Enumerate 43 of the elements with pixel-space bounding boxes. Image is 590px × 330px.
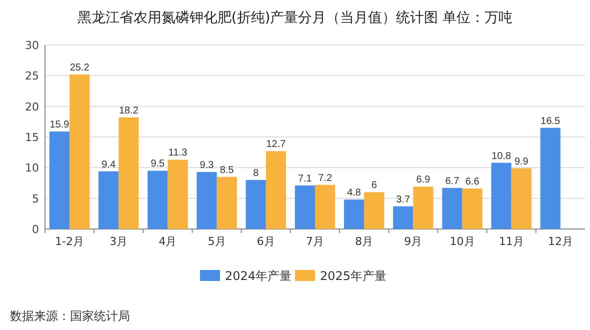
source-note: 数据来源：国家统计局 [10,309,130,323]
x-tick-label: 11月 [498,235,524,248]
x-tick-label: 12月 [548,235,573,248]
data-label: 4.8 [347,188,362,199]
data-label: 15.9 [50,119,70,130]
y-tick-label: 5 [32,192,39,206]
y-tick-label: 30 [25,39,39,52]
legend-label: 2025年产量 [320,269,387,283]
data-label: 18.2 [118,105,139,116]
data-label: 9.4 [102,159,116,170]
data-label: 6.6 [465,176,480,188]
x-tick-label: 6月 [256,235,275,248]
data-label: 8 [253,168,260,179]
x-tick-label: 7月 [306,235,324,248]
x-tick-label: 1-2月 [55,235,84,248]
x-tick-label: 3月 [110,235,128,248]
y-tick-label: 0 [32,223,39,236]
x-tick-label: 10月 [450,235,475,248]
x-tick-label: 8月 [355,235,374,248]
data-label: 10.8 [492,150,512,162]
data-label: 12.7 [266,139,286,150]
data-label: 8.5 [220,164,234,176]
data-label: 6.7 [445,176,460,187]
legend-label: 2024年产量 [225,269,292,283]
data-label: 6 [371,180,378,192]
y-tick-label: 25 [25,70,39,83]
x-tick-label: 5月 [208,235,226,248]
data-label: 9.3 [200,160,214,171]
y-tick-label: 20 [25,100,39,114]
data-label: 7.2 [318,172,332,184]
data-label: 6.9 [416,174,431,186]
data-label: 9.9 [514,156,529,168]
y-tick-label: 15 [25,131,39,144]
data-label: 9.5 [150,158,166,170]
y-tick-label: 10 [25,162,39,175]
x-tick-label: 4月 [158,235,177,248]
x-tick-label: 9月 [404,235,422,248]
data-label: 7.1 [298,173,312,184]
data-label: 11.3 [168,148,188,159]
title: 黑龙江省农用氮磷钾化肥(折纯)产量分月（当月值）统计图 单位：万吨 [77,10,513,26]
data-label: 25.2 [70,62,90,74]
data-label: 3.7 [396,194,411,206]
data-label: 16.5 [540,116,561,127]
